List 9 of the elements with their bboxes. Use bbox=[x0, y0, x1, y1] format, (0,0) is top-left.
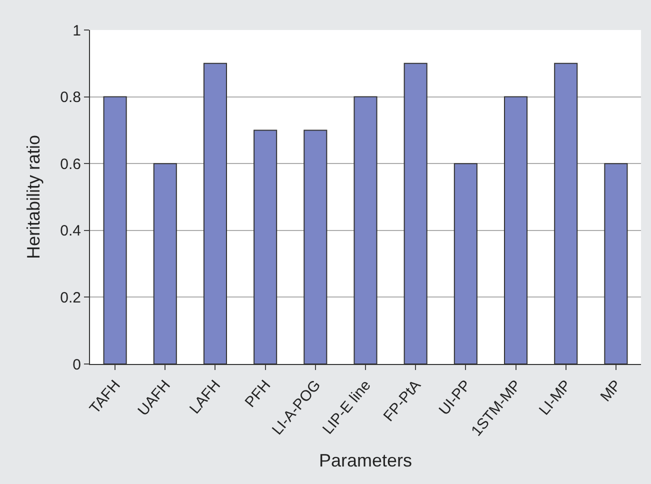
x-tick-label: MP bbox=[597, 376, 625, 406]
y-tick-label: 0.4 bbox=[60, 222, 81, 240]
y-tick-label: 0.8 bbox=[60, 89, 81, 106]
y-tick-label: 0 bbox=[72, 356, 81, 374]
y-tick-label: 0.2 bbox=[60, 289, 81, 306]
y-tick-label: 0.6 bbox=[60, 156, 81, 173]
x-axis-title: Parameters bbox=[318, 450, 412, 471]
y-axis-title: Heritability ratio bbox=[23, 134, 44, 260]
y-tick-label: 1 bbox=[72, 22, 81, 40]
